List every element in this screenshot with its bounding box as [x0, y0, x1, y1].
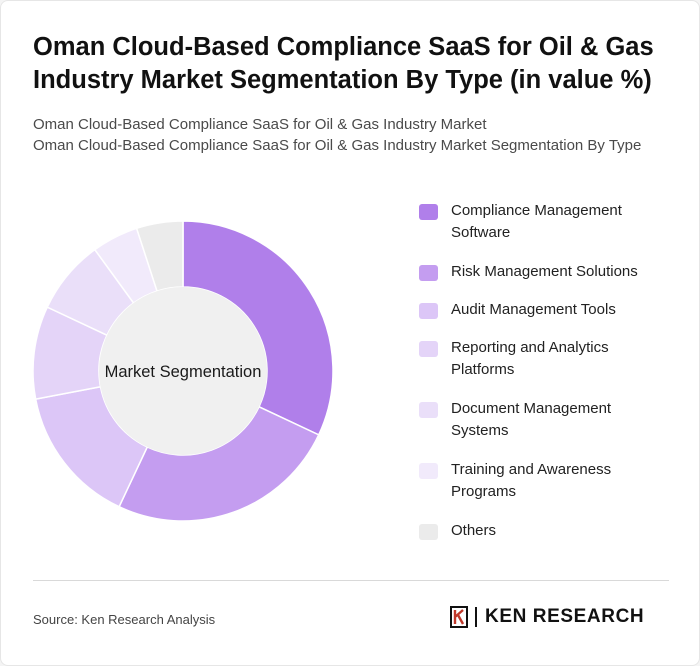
logo-separator: [475, 607, 477, 627]
ken-research-logo: KEN RESEARCH: [449, 605, 644, 629]
legend-swatch: [419, 341, 438, 357]
legend-label: Document Management Systems: [451, 400, 612, 439]
legend-swatch: [419, 524, 438, 540]
legend-label: Audit Management Tools: [451, 301, 616, 318]
legend-item: Training and Awareness Programs: [419, 459, 679, 503]
legend-item: Risk Management Solutions: [419, 261, 679, 283]
logo-wordmark: KEN RESEARCH: [485, 606, 645, 627]
donut-center: [99, 287, 267, 455]
subtitle-line-1: Oman Cloud-Based Compliance SaaS for Oil…: [33, 116, 487, 133]
legend-item: Compliance Management Software: [419, 200, 679, 244]
legend-item: Reporting and Analytics Platforms: [419, 337, 679, 381]
source-note: Source: Ken Research Analysis: [33, 612, 216, 627]
legend-item: Audit Management Tools: [419, 299, 679, 321]
subtitle-line-2: Oman Cloud-Based Compliance SaaS for Oil…: [33, 137, 642, 154]
legend-item: Others: [419, 520, 679, 542]
legend-swatch: [419, 265, 438, 281]
legend-label: Risk Management Solutions: [451, 263, 638, 280]
legend-swatch: [419, 204, 438, 220]
legend-label: Compliance Management Software: [451, 202, 622, 241]
legend-label: Training and Awareness Programs: [451, 461, 612, 500]
legend-swatch: [419, 303, 438, 319]
ken-research-logo-icon: [450, 606, 468, 628]
donut-chart: Market Segmentation: [32, 220, 334, 522]
chart-subtitle: Oman Cloud-Based Compliance SaaS for Oil…: [33, 114, 673, 156]
legend-item: Document Management Systems: [419, 398, 679, 442]
footer-divider: [33, 580, 669, 581]
donut-center-label: Market Segmentation: [105, 363, 262, 381]
legend-swatch: [419, 402, 438, 418]
legend-swatch: [419, 463, 438, 479]
chart-title: Oman Cloud-Based Compliance SaaS for Oil…: [33, 33, 654, 94]
legend-label: Reporting and Analytics Platforms: [451, 339, 609, 378]
legend-label: Others: [451, 522, 497, 539]
